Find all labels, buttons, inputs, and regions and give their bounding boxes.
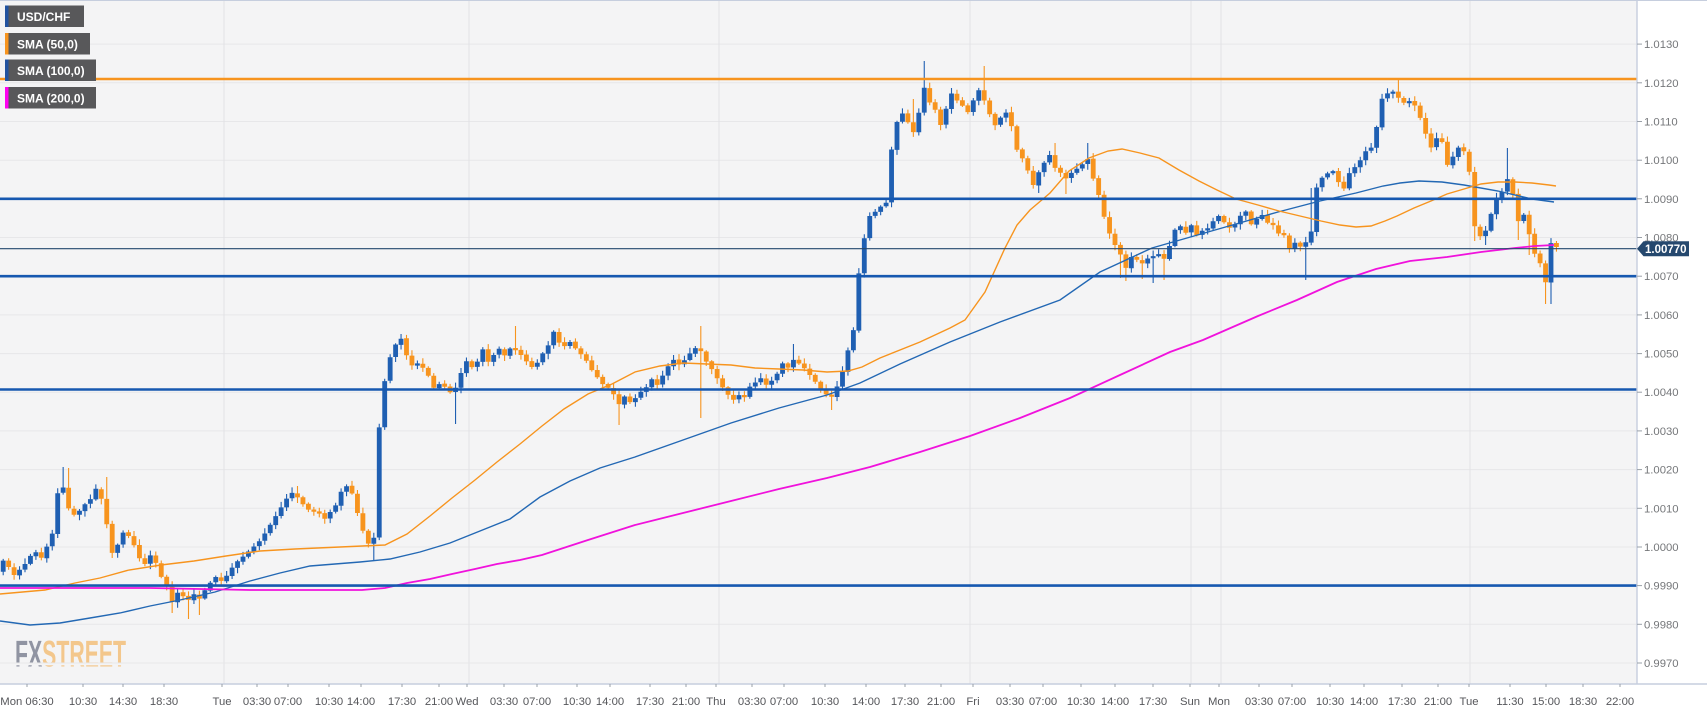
svg-text:14:00: 14:00 (596, 696, 624, 708)
svg-text:10:30: 10:30 (1316, 696, 1344, 708)
svg-text:21:00: 21:00 (1424, 696, 1452, 708)
svg-text:10:30: 10:30 (69, 696, 97, 708)
svg-text:Mon: Mon (1208, 696, 1230, 708)
svg-text:Mon 06:30: Mon 06:30 (0, 696, 53, 708)
svg-text:Tue: Tue (212, 696, 231, 708)
svg-text:Tue: Tue (1459, 696, 1478, 708)
svg-text:1.0090: 1.0090 (1644, 194, 1679, 206)
svg-text:1.0040: 1.0040 (1644, 387, 1679, 399)
svg-text:03:30: 03:30 (738, 696, 766, 708)
svg-text:21:00: 21:00 (425, 696, 453, 708)
svg-text:1.0130: 1.0130 (1644, 39, 1679, 51)
svg-text:Wed: Wed (455, 696, 478, 708)
svg-text:SMA (100,0): SMA (100,0) (17, 64, 85, 78)
svg-text:1.0100: 1.0100 (1644, 155, 1679, 167)
svg-text:21:00: 21:00 (672, 696, 700, 708)
svg-text:SMA (200,0): SMA (200,0) (17, 92, 85, 106)
svg-text:1.0120: 1.0120 (1644, 78, 1679, 90)
svg-text:1.0010: 1.0010 (1644, 503, 1679, 515)
svg-text:07:00: 07:00 (274, 696, 302, 708)
svg-text:USD/CHF: USD/CHF (17, 10, 70, 24)
svg-text:14:00: 14:00 (1350, 696, 1378, 708)
svg-text:1.0000: 1.0000 (1644, 542, 1679, 554)
svg-text:14:00: 14:00 (1101, 696, 1129, 708)
svg-text:0.9970: 0.9970 (1644, 658, 1679, 670)
svg-text:10:30: 10:30 (315, 696, 343, 708)
svg-text:FXSTREET: FXSTREET (15, 635, 126, 675)
svg-text:03:30: 03:30 (243, 696, 271, 708)
svg-text:1.0110: 1.0110 (1644, 117, 1678, 129)
svg-text:07:00: 07:00 (523, 696, 551, 708)
svg-text:21:00: 21:00 (927, 696, 955, 708)
svg-text:1.0020: 1.0020 (1644, 465, 1679, 477)
svg-text:18:30: 18:30 (1569, 696, 1597, 708)
svg-text:0.9980: 0.9980 (1644, 619, 1679, 631)
svg-text:14:30: 14:30 (109, 696, 137, 708)
svg-text:03:30: 03:30 (490, 696, 518, 708)
svg-text:17:30: 17:30 (388, 696, 416, 708)
svg-text:03:30: 03:30 (1245, 696, 1273, 708)
svg-text:07:00: 07:00 (1029, 696, 1057, 708)
svg-text:1.0060: 1.0060 (1644, 310, 1679, 322)
svg-text:Thu: Thu (706, 696, 725, 708)
svg-text:14:00: 14:00 (347, 696, 375, 708)
svg-text:1.00770: 1.00770 (1645, 244, 1687, 256)
svg-text:17:30: 17:30 (636, 696, 664, 708)
svg-text:07:00: 07:00 (1278, 696, 1306, 708)
svg-text:1.0050: 1.0050 (1644, 349, 1679, 361)
svg-text:10:30: 10:30 (563, 696, 591, 708)
svg-text:10:30: 10:30 (1067, 696, 1095, 708)
svg-text:07:00: 07:00 (770, 696, 798, 708)
svg-text:17:30: 17:30 (891, 696, 919, 708)
svg-text:03:30: 03:30 (996, 696, 1024, 708)
svg-text:1.0030: 1.0030 (1644, 426, 1679, 438)
svg-text:17:30: 17:30 (1388, 696, 1416, 708)
svg-text:22:00: 22:00 (1606, 696, 1634, 708)
svg-text:Fri: Fri (966, 696, 979, 708)
svg-text:14:00: 14:00 (852, 696, 880, 708)
svg-text:0.9990: 0.9990 (1644, 581, 1679, 593)
svg-text:15:00: 15:00 (1532, 696, 1560, 708)
svg-text:18:30: 18:30 (150, 696, 178, 708)
svg-text:11:30: 11:30 (1496, 696, 1523, 708)
svg-text:1.0070: 1.0070 (1644, 271, 1679, 283)
svg-text:10:30: 10:30 (811, 696, 839, 708)
svg-text:Sun: Sun (1180, 696, 1200, 708)
svg-text:17:30: 17:30 (1139, 696, 1167, 708)
svg-text:SMA (50,0): SMA (50,0) (17, 38, 78, 52)
